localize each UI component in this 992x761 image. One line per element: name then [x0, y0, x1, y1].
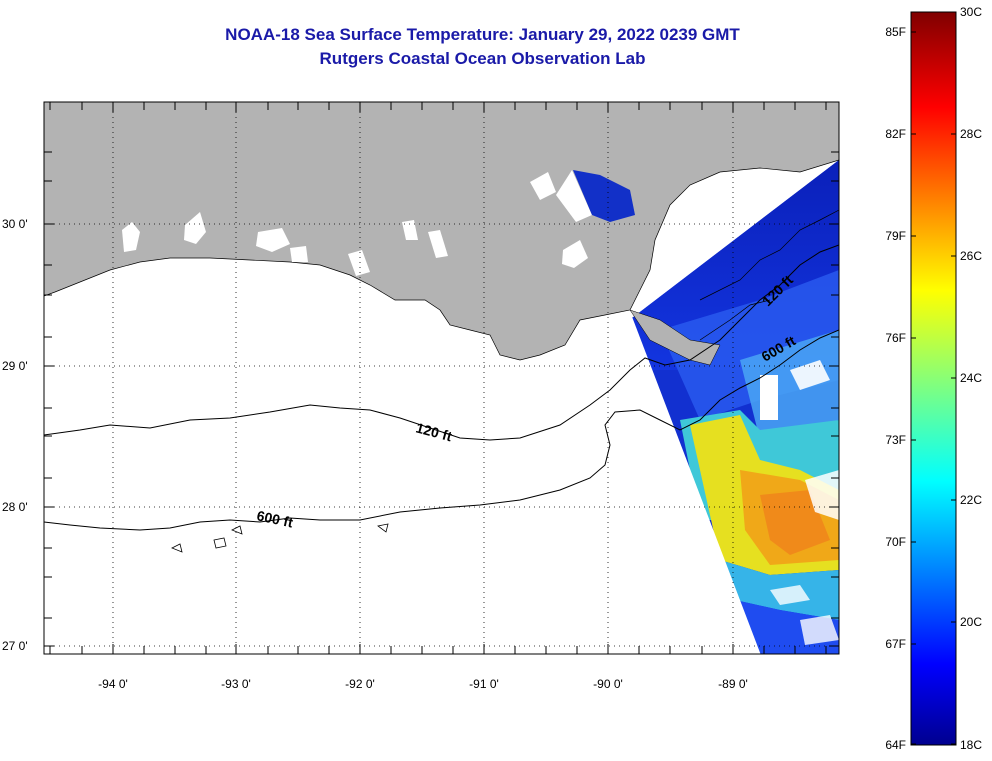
contour-600ft — [44, 329, 839, 531]
lat-label: 29 0' — [2, 359, 28, 373]
graticule — [44, 102, 839, 654]
colorbar-fahrenheit-label: 79F — [885, 229, 906, 243]
lon-label: -91 0' — [469, 677, 499, 691]
lake — [290, 246, 308, 262]
land-mass — [44, 102, 839, 361]
lat-label: 28 0' — [2, 500, 28, 514]
lake-pontchartrain — [556, 170, 592, 222]
lake — [122, 222, 140, 252]
lon-label: -92 0' — [345, 677, 375, 691]
lake — [428, 230, 448, 258]
colorbar-celsius-label: 30C — [960, 5, 982, 19]
lon-label: -90 0' — [593, 677, 623, 691]
lat-label: 30 0' — [2, 217, 28, 231]
lake — [530, 172, 556, 200]
colorbar-celsius-label: 26C — [960, 249, 982, 263]
colorbar-ticks — [911, 11, 956, 745]
colorbar-celsius-label: 22C — [960, 493, 982, 507]
lake-borgne — [573, 170, 635, 222]
colorbar-celsius-label: 24C — [960, 371, 982, 385]
lake — [402, 220, 418, 240]
map-title: NOAA-18 Sea Surface Temperature: January… — [225, 25, 740, 44]
colorbar-fahrenheit-label: 67F — [885, 637, 906, 651]
colorbar-celsius-label: 28C — [960, 127, 982, 141]
lake — [562, 240, 588, 268]
colorbar-fahrenheit-label: 82F — [885, 127, 906, 141]
lon-label: -93 0' — [221, 677, 251, 691]
lake — [348, 250, 370, 276]
frame-ticks — [44, 102, 839, 654]
lake — [256, 228, 290, 252]
lat-label: 27 0' — [2, 639, 28, 653]
contour-120ft — [44, 244, 839, 441]
lon-label: -89 0' — [718, 677, 748, 691]
lon-label: -94 0' — [98, 677, 128, 691]
colorbar-fahrenheit-label: 64F — [885, 738, 906, 752]
colorbar-fahrenheit-label: 85F — [885, 25, 906, 39]
colorbar-celsius-label: 18C — [960, 738, 982, 752]
lake — [184, 212, 206, 244]
contour-label-600ft: 600 ft — [255, 507, 294, 530]
colorbar-fahrenheit-label: 76F — [885, 331, 906, 345]
colorbar-fahrenheit-label: 73F — [885, 433, 906, 447]
map-subtitle: Rutgers Coastal Ocean Observation Lab — [319, 49, 646, 68]
colorbar-fahrenheit-label: 70F — [885, 535, 906, 549]
colorbar-celsius-label: 20C — [960, 615, 982, 629]
colorbar — [910, 11, 957, 746]
